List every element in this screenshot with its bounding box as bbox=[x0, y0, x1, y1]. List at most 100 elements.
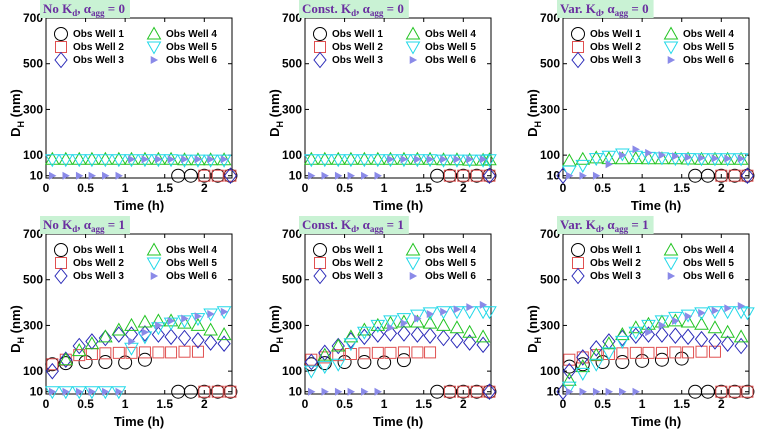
data-point bbox=[589, 339, 603, 357]
data-point bbox=[203, 334, 218, 351]
data-point bbox=[733, 329, 749, 343]
legend-label: Obs Well 3 bbox=[332, 55, 383, 66]
panel-title: Var. Kd, αagg = 1 bbox=[560, 217, 649, 234]
data-point bbox=[711, 306, 720, 315]
data-point bbox=[482, 383, 497, 401]
data-point bbox=[562, 362, 576, 380]
data-point bbox=[707, 320, 723, 334]
x-axis-label: Time (h) bbox=[631, 414, 681, 429]
data-point bbox=[165, 346, 178, 359]
data-point bbox=[317, 151, 333, 165]
y-tick-label: 500 bbox=[540, 273, 560, 287]
legend-marker bbox=[150, 271, 159, 281]
data-point bbox=[684, 312, 693, 321]
x-tick-label: 0 bbox=[302, 181, 309, 195]
data-point bbox=[317, 154, 333, 168]
data-point bbox=[680, 314, 696, 328]
data-point bbox=[397, 346, 410, 359]
subplot-3: 10 100 300 500 700 0 0.5 1 1.5 2 Time (h) DH (nm) Ob… bbox=[525, 0, 755, 213]
y-tick-label: 100 bbox=[282, 148, 302, 162]
data-point bbox=[632, 387, 640, 396]
data-point bbox=[575, 151, 591, 165]
data-point bbox=[138, 325, 152, 342]
data-point bbox=[462, 334, 477, 351]
data-point bbox=[641, 326, 656, 343]
data-point bbox=[672, 316, 680, 325]
data-point bbox=[601, 347, 617, 361]
plot-area bbox=[304, 17, 492, 179]
data-point bbox=[440, 155, 448, 164]
data-point bbox=[334, 171, 343, 180]
data-point bbox=[331, 337, 345, 355]
data-point bbox=[357, 355, 372, 369]
data-point bbox=[124, 317, 139, 331]
data-point bbox=[317, 347, 333, 361]
data-point bbox=[357, 326, 372, 340]
data-point bbox=[601, 336, 617, 350]
panel-title: No Kd, αagg = 0 bbox=[43, 1, 125, 18]
legend-label: Obs Well 1 bbox=[332, 29, 383, 40]
legend-label: Obs Well 5 bbox=[683, 42, 734, 53]
data-point bbox=[223, 384, 238, 399]
data-point bbox=[655, 326, 669, 343]
y-tick-label: 300 bbox=[23, 318, 43, 332]
panel-title: Const. Kd, αagg = 1 bbox=[302, 217, 404, 234]
data-point bbox=[308, 387, 316, 396]
data-point bbox=[383, 325, 398, 342]
x-tick-label: 0 bbox=[43, 181, 50, 195]
data-point bbox=[668, 327, 683, 345]
data-point bbox=[436, 317, 451, 331]
data-point bbox=[321, 171, 329, 180]
data-point bbox=[641, 316, 656, 330]
data-point bbox=[88, 387, 97, 396]
data-point bbox=[303, 151, 319, 165]
data-point bbox=[436, 329, 451, 347]
data-point bbox=[84, 336, 100, 350]
data-point bbox=[343, 154, 359, 168]
plot-area bbox=[45, 17, 233, 179]
legend-marker bbox=[146, 257, 162, 271]
data-point bbox=[308, 171, 316, 180]
data-point bbox=[642, 346, 655, 359]
x-tick-label: 0.5 bbox=[336, 181, 353, 195]
data-point bbox=[632, 145, 640, 154]
y-tick-label: 700 bbox=[23, 11, 43, 25]
data-point bbox=[167, 316, 176, 325]
data-point bbox=[453, 305, 462, 314]
data-point bbox=[118, 355, 133, 370]
legend-label: Obs Well 1 bbox=[590, 245, 641, 256]
legend-marker bbox=[54, 243, 68, 257]
data-point bbox=[741, 385, 754, 398]
x-tick-label: 0.5 bbox=[594, 181, 611, 195]
legend-marker bbox=[313, 27, 327, 41]
plot-area bbox=[562, 17, 750, 179]
y-tick-label: 700 bbox=[282, 11, 302, 25]
data-point bbox=[58, 356, 73, 371]
data-point bbox=[198, 385, 211, 398]
data-point bbox=[128, 337, 136, 346]
y-axis-label: DH (nm) bbox=[8, 89, 26, 137]
x-axis-label: Time (h) bbox=[114, 414, 164, 429]
legend-label: Obs Well 2 bbox=[332, 258, 383, 269]
data-point bbox=[167, 155, 176, 164]
data-point bbox=[71, 154, 87, 168]
legend-marker bbox=[571, 243, 585, 257]
legend-label: Obs Well 5 bbox=[166, 258, 217, 269]
x-tick-label: 2 bbox=[201, 181, 208, 195]
data-point bbox=[216, 327, 232, 341]
x-tick-label: 0 bbox=[43, 397, 50, 411]
data-point bbox=[681, 328, 695, 346]
data-point bbox=[426, 309, 435, 319]
data-point bbox=[422, 315, 438, 329]
x-tick-label: 1.5 bbox=[156, 397, 173, 411]
legend-marker bbox=[146, 242, 162, 256]
x-tick-label: 0 bbox=[560, 181, 567, 195]
legend-label: Obs Well 1 bbox=[332, 245, 383, 256]
data-point bbox=[98, 355, 113, 369]
legend-marker bbox=[571, 51, 585, 69]
data-point bbox=[655, 346, 668, 359]
data-point bbox=[482, 167, 497, 185]
legend-label: Obs Well 3 bbox=[73, 55, 124, 66]
data-point bbox=[411, 346, 424, 359]
